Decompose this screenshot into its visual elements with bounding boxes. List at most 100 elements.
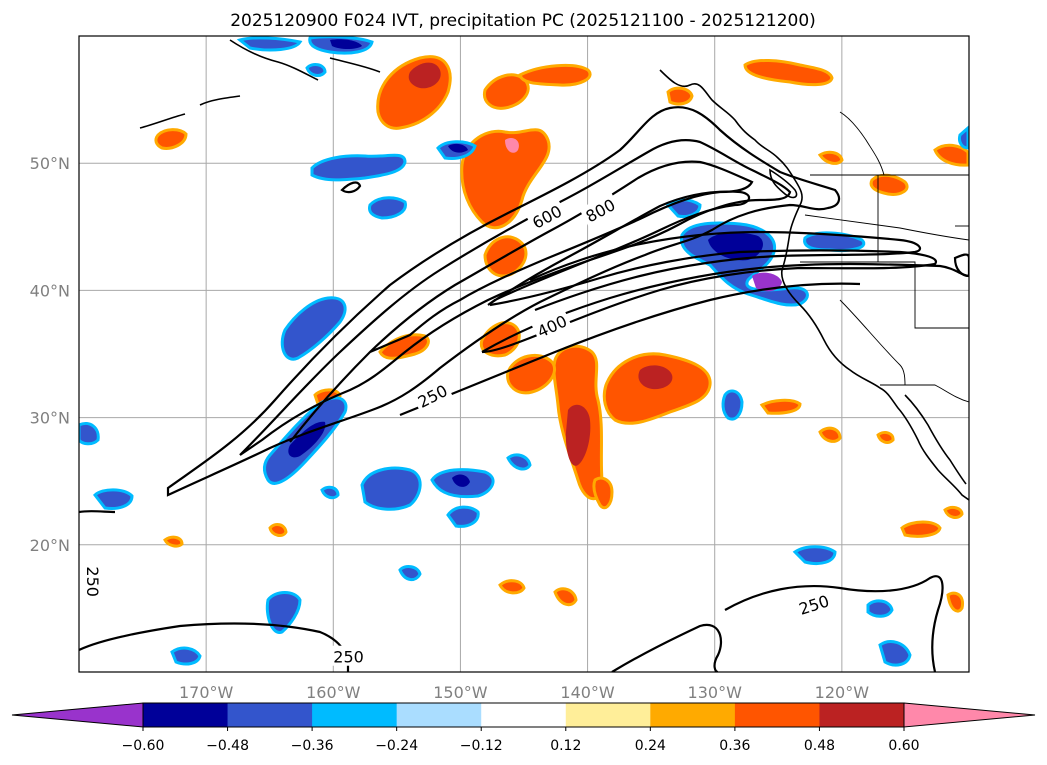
colorbar-tick-label: 0.24	[635, 738, 666, 754]
us-state-border	[804, 214, 969, 241]
ivt-contour-600	[529, 230, 922, 312]
colorbar-tick-label: −0.60	[122, 738, 165, 754]
anomaly-area	[452, 474, 470, 487]
us-mexico-border	[880, 384, 969, 403]
lon-tick-label: 140°W	[560, 683, 615, 702]
canada-province-border	[839, 111, 885, 176]
colorbar-tick-label: 0.60	[888, 738, 919, 754]
map-frame	[78, 35, 970, 673]
contour-label-background	[83, 563, 104, 600]
colorbar-tick-label: 0.12	[550, 738, 581, 754]
colorbar-bin	[734, 703, 820, 727]
contour-label-background	[531, 308, 573, 342]
ivt-contour-250	[166, 106, 841, 497]
colorbar-bin	[143, 703, 229, 727]
anomaly-area	[498, 579, 526, 595]
anomaly-area	[553, 587, 578, 607]
contour-label-background	[330, 645, 367, 666]
colorbar-bin	[565, 703, 651, 727]
anomaly-area	[943, 505, 964, 519]
lat-tick-label: 30°N	[30, 409, 70, 428]
negative-anomaly-areas	[79, 36, 969, 667]
us-state-border	[800, 261, 969, 329]
contour-label-background	[579, 192, 621, 227]
ivt-contour-800	[487, 190, 751, 306]
baja-california-coast	[904, 394, 967, 485]
anomaly-area	[163, 535, 184, 548]
political-borders	[800, 111, 969, 403]
ivt-contours	[79, 106, 969, 672]
axis-tick-labels: 170°W 160°W 150°W 140°W 130°W 120°W 20°N 30°N 40…	[30, 154, 870, 702]
anomaly-area	[878, 640, 912, 667]
colorbar-extend-low	[11, 702, 144, 728]
contour-label: 250	[83, 566, 102, 597]
lon-tick-label: 120°W	[815, 683, 870, 702]
anomaly-area	[305, 63, 327, 77]
colorbar-bin	[312, 703, 398, 727]
anomaly-area	[320, 485, 340, 500]
anomaly-area	[236, 36, 303, 52]
colorbar-tick-label: −0.24	[375, 738, 418, 754]
anomaly-area	[743, 59, 834, 87]
colorbar-extend-high	[903, 702, 1036, 728]
anomaly-area	[933, 143, 969, 167]
anomaly-area	[958, 125, 969, 150]
contour-label-group: 250	[83, 563, 104, 600]
colorbar-tick-label: −0.36	[291, 738, 334, 754]
alaska-coast	[139, 39, 381, 129]
colorbar: −0.60 −0.48 −0.36 −0.24 −0.12 0.12 0.24 0.36 0.4…	[11, 702, 1036, 754]
anomaly-area	[310, 153, 407, 182]
anomaly-area	[280, 296, 347, 361]
ivt-contour-250	[953, 253, 969, 278]
ivt-contour-250	[79, 510, 116, 514]
ivt-contour-250	[724, 575, 944, 672]
anomaly-area	[398, 565, 422, 581]
ivt-contour-250	[399, 282, 861, 417]
colorbar-tick-label: 0.36	[719, 738, 750, 754]
anomaly-area	[482, 73, 530, 110]
colorbar-tick-label: −0.48	[206, 738, 249, 754]
anomaly-area	[330, 39, 362, 49]
anomaly-area	[592, 476, 614, 510]
colorbar-bin	[396, 703, 482, 727]
lat-tick-label: 40°N	[30, 281, 70, 300]
anomaly-area	[506, 353, 556, 395]
anomaly-area	[721, 389, 744, 421]
anomaly-area	[759, 398, 802, 415]
contour-label-group: 250	[330, 645, 367, 667]
anomaly-area	[792, 545, 837, 566]
ivt-contour-400	[481, 249, 938, 354]
anomaly-area	[360, 466, 422, 511]
anomaly-area	[268, 523, 288, 537]
anomaly-area	[565, 404, 591, 466]
anomaly-area	[803, 231, 866, 252]
vancouver-island-coast	[769, 168, 798, 199]
anomaly-area	[900, 520, 942, 538]
ivt-contour-250	[340, 181, 362, 194]
ivt-contour-250	[611, 623, 723, 672]
precipitation-shading	[79, 36, 969, 667]
colorbar-bin	[227, 703, 313, 727]
ivt-contour-600	[289, 160, 754, 443]
us-state-border	[839, 299, 906, 386]
anomaly-area	[518, 64, 592, 87]
anomaly-area	[866, 599, 894, 618]
lat-tick-label: 50°N	[30, 154, 70, 173]
ivt-contour-250	[79, 622, 350, 672]
anomaly-area	[170, 646, 202, 666]
anomaly-area	[460, 128, 551, 230]
anomaly-area	[506, 453, 532, 471]
anomaly-area	[154, 128, 188, 150]
lat-tick-label: 20°N	[30, 536, 70, 555]
anomaly-area	[946, 591, 965, 613]
lon-tick-label: 160°W	[306, 683, 361, 702]
anomaly-area	[79, 422, 100, 446]
anomaly-area	[408, 62, 441, 89]
lon-tick-label: 150°W	[433, 683, 488, 702]
anomaly-area	[368, 196, 407, 220]
anomaly-area	[817, 150, 844, 165]
contour-label-background	[525, 198, 568, 234]
colorbar-frame	[142, 702, 905, 728]
